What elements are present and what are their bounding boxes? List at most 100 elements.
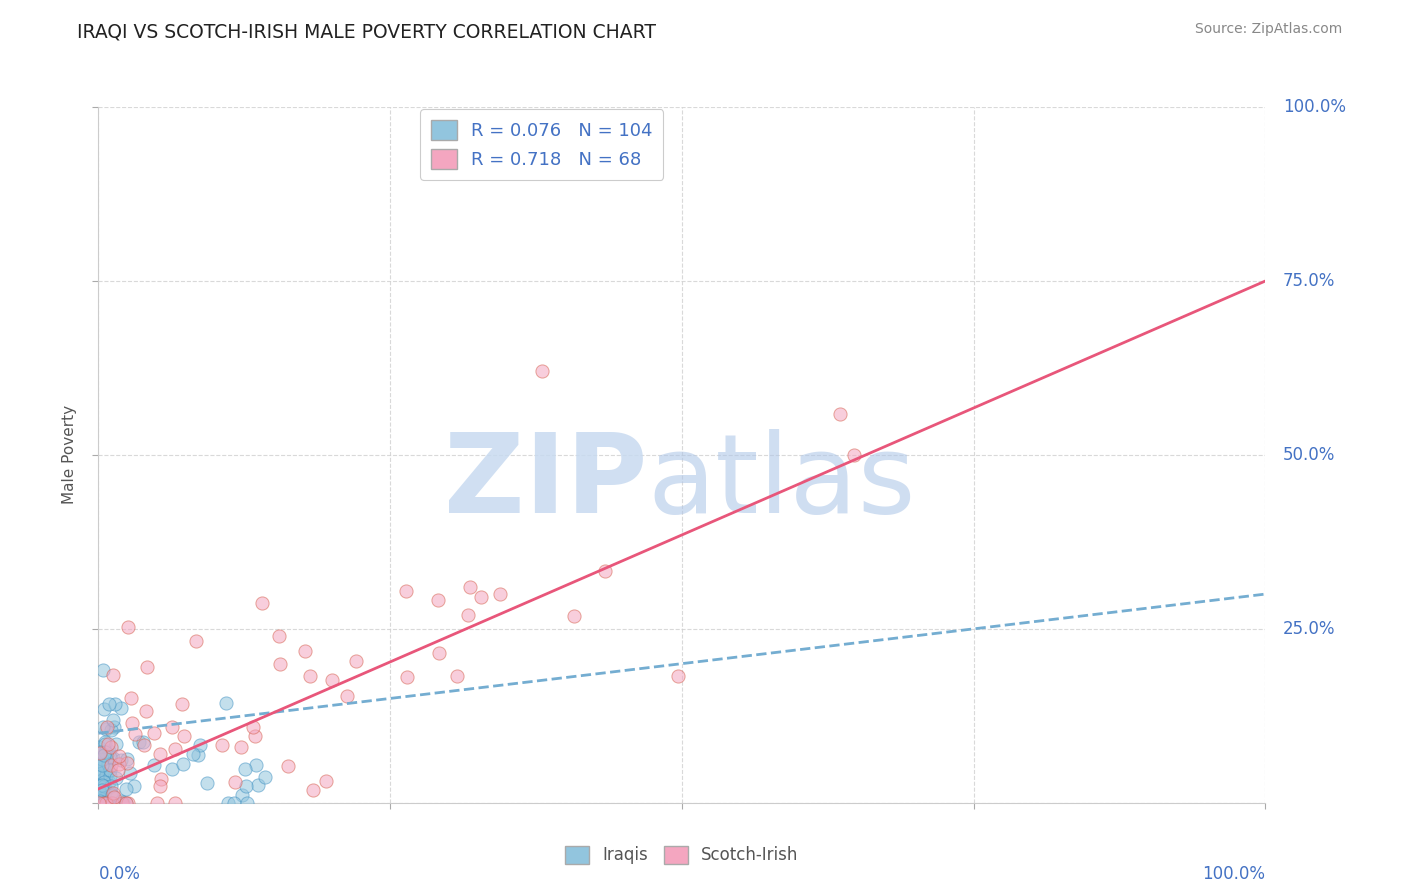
Point: [121, 715, 143, 730]
Text: atlas: atlas: [647, 429, 915, 536]
Point: [107, 763, 129, 777]
Point: [294, 644, 316, 658]
Point: [87, 778, 110, 792]
Point: [105, 737, 128, 751]
Text: Source: ZipAtlas.com: Source: ZipAtlas.com: [1195, 22, 1343, 37]
Point: [315, 773, 337, 788]
Point: [132, 734, 155, 748]
Point: [242, 720, 264, 734]
Text: 50.0%: 50.0%: [1282, 446, 1336, 464]
Text: 100.0%: 100.0%: [1202, 865, 1265, 883]
Point: [842, 448, 865, 462]
Point: [215, 696, 238, 710]
Point: [91, 796, 114, 810]
Point: [135, 660, 157, 674]
Point: [100, 740, 122, 755]
Point: [134, 738, 156, 752]
Point: [90, 763, 112, 777]
Point: [87, 763, 110, 777]
Point: [245, 757, 267, 772]
Point: [118, 766, 141, 780]
Point: [89, 796, 111, 810]
Point: [93, 785, 115, 799]
Point: [104, 771, 127, 785]
Point: [93, 748, 115, 763]
Point: [117, 796, 139, 810]
Point: [172, 757, 194, 772]
Point: [93, 796, 115, 810]
Point: [173, 729, 195, 743]
Point: [187, 748, 209, 763]
Point: [470, 590, 492, 604]
Point: [184, 633, 207, 648]
Point: [277, 759, 299, 773]
Point: [101, 751, 124, 765]
Point: [108, 748, 131, 763]
Point: [135, 704, 157, 718]
Point: [89, 796, 111, 810]
Point: [269, 657, 291, 671]
Point: [110, 753, 132, 767]
Point: [93, 774, 115, 789]
Point: [90, 783, 112, 797]
Point: [96, 761, 118, 775]
Point: [124, 727, 146, 741]
Point: [96, 796, 118, 810]
Point: [97, 737, 120, 751]
Point: [302, 783, 325, 797]
Point: [170, 697, 193, 711]
Point: [235, 780, 257, 794]
Point: [446, 669, 468, 683]
Point: [117, 752, 139, 766]
Point: [90, 796, 112, 810]
Point: [93, 796, 115, 810]
Point: [103, 713, 125, 727]
Point: [93, 796, 115, 810]
Point: [395, 583, 418, 598]
Point: [145, 796, 167, 810]
Y-axis label: Male Poverty: Male Poverty: [62, 405, 77, 505]
Point: [222, 796, 245, 810]
Point: [108, 757, 131, 772]
Point: [666, 669, 689, 683]
Point: [103, 668, 125, 682]
Point: [321, 673, 343, 688]
Point: [94, 796, 117, 810]
Point: [426, 593, 449, 607]
Text: IRAQI VS SCOTCH-IRISH MALE POVERTY CORRELATION CHART: IRAQI VS SCOTCH-IRISH MALE POVERTY CORRE…: [77, 22, 657, 41]
Point: [143, 758, 166, 772]
Point: [87, 796, 110, 810]
Point: [160, 720, 183, 734]
Point: [93, 701, 115, 715]
Point: [165, 796, 187, 810]
Point: [110, 794, 132, 808]
Point: [115, 796, 138, 810]
Point: [94, 751, 117, 765]
Legend: Iraqis, Scotch-Irish: Iraqis, Scotch-Irish: [558, 839, 806, 871]
Text: 100.0%: 100.0%: [1282, 98, 1346, 116]
Point: [217, 796, 239, 810]
Text: 0.0%: 0.0%: [98, 865, 141, 883]
Point: [90, 783, 112, 797]
Point: [93, 796, 115, 810]
Point: [94, 723, 117, 737]
Point: [90, 787, 112, 801]
Point: [90, 751, 112, 765]
Point: [231, 788, 253, 802]
Point: [100, 796, 122, 810]
Point: [195, 776, 218, 790]
Point: [103, 790, 125, 805]
Point: [530, 364, 553, 378]
Point: [89, 796, 111, 810]
Point: [97, 796, 120, 810]
Point: [233, 762, 256, 776]
Point: [103, 720, 125, 734]
Point: [562, 608, 585, 623]
Point: [114, 796, 136, 810]
Point: [115, 781, 138, 796]
Point: [90, 773, 112, 788]
Point: [122, 779, 145, 793]
Point: [253, 770, 276, 784]
Text: 25.0%: 25.0%: [1282, 620, 1336, 638]
Point: [335, 690, 357, 704]
